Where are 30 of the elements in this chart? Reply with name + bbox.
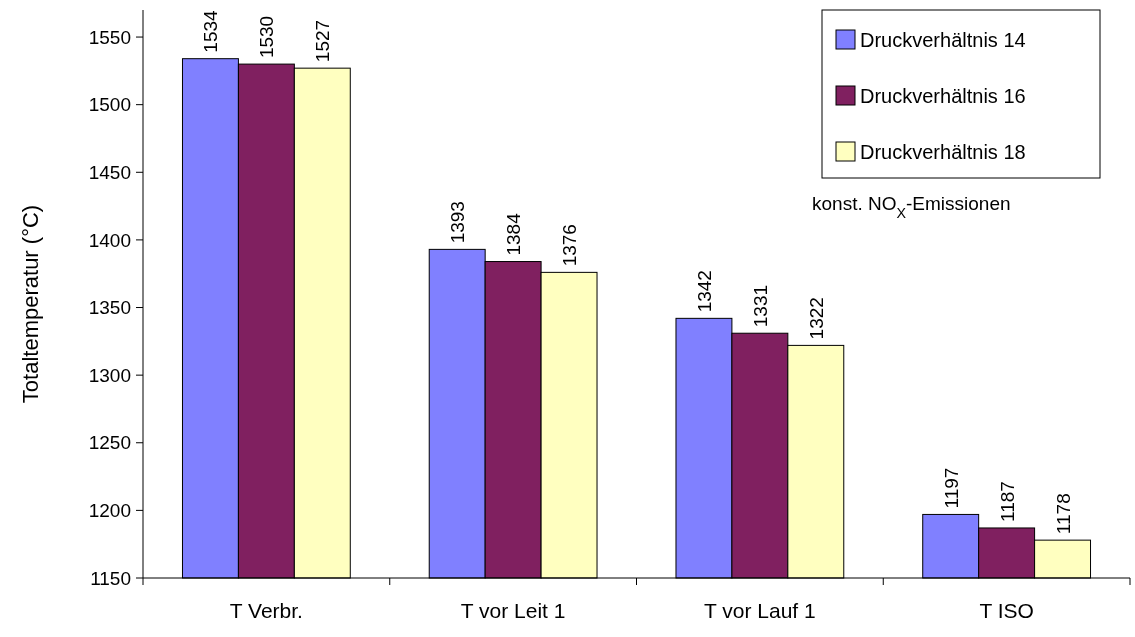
y-tick-label: 1550: [88, 26, 131, 48]
annotation: konst. NO$_{X}$-Emissionen: [812, 193, 1011, 221]
y-tick-label: 1500: [88, 94, 131, 116]
data-label: 1393: [447, 201, 469, 244]
y-tick-label: 1250: [88, 432, 131, 454]
data-label: 1197: [940, 467, 962, 509]
data-label: 1534: [200, 9, 222, 53]
data-label: 1530: [256, 15, 278, 59]
x-tick-label: T vor Leit 1: [460, 599, 566, 622]
y-tick-label: 1450: [88, 161, 131, 183]
x-tick-label: T vor Lauf 1: [704, 599, 816, 622]
y-tick-label: 1200: [88, 500, 131, 522]
x-tick-label: T ISO: [979, 599, 1034, 622]
data-label: 1384: [503, 212, 525, 256]
y-tick-label: 1150: [90, 567, 131, 589]
data-label: 1178: [1052, 493, 1074, 535]
y-tick-label: 1350: [88, 297, 131, 319]
legend-label: Druckverhältnis 16: [860, 85, 1026, 107]
legend-label: Druckverhältnis 14: [860, 29, 1026, 51]
y-axis-title: Totaltemperatur (°C): [18, 204, 43, 404]
legend-label: Druckverhältnis 18: [860, 141, 1026, 163]
data-label: 1331: [749, 284, 771, 328]
y-tick-label: 1300: [88, 364, 131, 386]
data-label: 1187: [996, 481, 1018, 522]
data-label: 1322: [805, 297, 827, 340]
data-label: 1376: [559, 224, 581, 267]
data-label: 1527: [312, 19, 334, 63]
y-tick-label: 1400: [88, 229, 131, 251]
x-tick-label: T Verbr.: [229, 599, 303, 622]
data-label: 1342: [693, 270, 715, 313]
